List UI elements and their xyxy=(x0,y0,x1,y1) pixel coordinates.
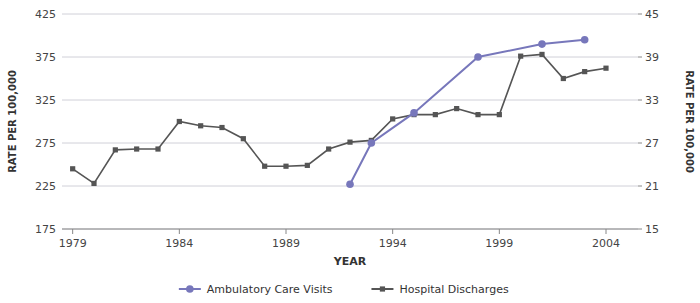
y-tick-label: 225 xyxy=(35,180,56,193)
y2-tick-label: 39 xyxy=(645,51,659,64)
series-marker xyxy=(347,140,352,145)
y2-tick-label: 45 xyxy=(645,8,659,21)
legend-marker xyxy=(380,286,385,291)
series-marker xyxy=(346,180,354,188)
plot-area xyxy=(70,36,609,188)
y2-tick-label: 15 xyxy=(645,223,659,236)
series-marker xyxy=(561,76,566,81)
series-marker xyxy=(305,163,310,168)
grid-line xyxy=(62,100,638,101)
series-marker xyxy=(113,147,118,152)
series-marker xyxy=(70,166,75,171)
x-tick xyxy=(499,229,500,234)
x-tick-label: 1994 xyxy=(379,237,407,250)
y2-tick xyxy=(638,14,642,15)
series-marker xyxy=(474,53,482,61)
x-tick xyxy=(606,229,607,234)
y-tick-label: 325 xyxy=(35,94,56,107)
x-axis xyxy=(62,229,638,230)
y-tick-label: 175 xyxy=(35,223,56,236)
legend-label: Hospital Discharges xyxy=(399,283,508,296)
series-marker xyxy=(219,125,224,130)
series-line xyxy=(350,40,585,184)
y2-tick xyxy=(638,143,642,144)
series-marker xyxy=(91,181,96,186)
x-axis-label: YEAR xyxy=(333,255,367,268)
y2-tick xyxy=(638,57,642,58)
y2-tick xyxy=(638,186,642,187)
y-tick-label: 425 xyxy=(35,8,56,21)
y2-tick-label: 21 xyxy=(645,180,659,193)
x-tick-label: 1999 xyxy=(485,237,513,250)
series-line xyxy=(73,54,606,183)
x-tick-label: 2004 xyxy=(592,237,620,250)
grid xyxy=(62,14,638,229)
series-marker xyxy=(475,112,480,117)
y-tick-label: 275 xyxy=(35,137,56,150)
series-marker xyxy=(518,54,523,59)
series-marker xyxy=(390,116,395,121)
grid-line xyxy=(62,57,638,58)
x-tick xyxy=(72,229,73,234)
x-tick-label: 1989 xyxy=(272,237,300,250)
legend-label: Ambulatory Care Visits xyxy=(207,283,333,296)
y-tick-label: 375 xyxy=(35,51,56,64)
series-marker xyxy=(538,40,546,48)
series-marker xyxy=(198,123,203,128)
x-tick xyxy=(179,229,180,234)
series-marker xyxy=(581,36,589,44)
series-marker xyxy=(155,146,160,151)
series-marker xyxy=(241,136,246,141)
legend-marker xyxy=(186,285,194,293)
series-marker xyxy=(410,109,418,117)
grid-line xyxy=(62,229,638,230)
y2-tick-label: 27 xyxy=(645,137,659,150)
x-tick-label: 1984 xyxy=(165,237,193,250)
y-axis-label: RATE PER 100,000 xyxy=(7,70,18,173)
chart: 175 225 275 325 375 425 15 21 27 33 39 45 1979 1984 19… xyxy=(0,0,700,303)
series-marker xyxy=(134,146,139,151)
series-marker xyxy=(262,164,267,169)
series-marker xyxy=(539,52,544,57)
x-tick-label: 1979 xyxy=(59,237,87,250)
x-tick xyxy=(286,229,287,234)
series-marker xyxy=(283,164,288,169)
x-tick xyxy=(392,229,393,234)
series-marker xyxy=(177,119,182,124)
y2-tick xyxy=(638,100,642,101)
series-marker xyxy=(497,112,502,117)
series-marker xyxy=(603,66,608,71)
series-marker xyxy=(368,139,376,147)
legend: Ambulatory Care Visits Hospital Discharge… xyxy=(179,283,509,296)
series-marker xyxy=(433,112,438,117)
y2-axis-label: RATE PER 100,000 xyxy=(684,70,695,173)
series-marker xyxy=(454,106,459,111)
series-marker xyxy=(582,69,587,74)
grid-line xyxy=(62,14,638,15)
y2-tick xyxy=(638,229,642,230)
series-marker xyxy=(326,146,331,151)
y2-tick-label: 33 xyxy=(645,94,659,107)
